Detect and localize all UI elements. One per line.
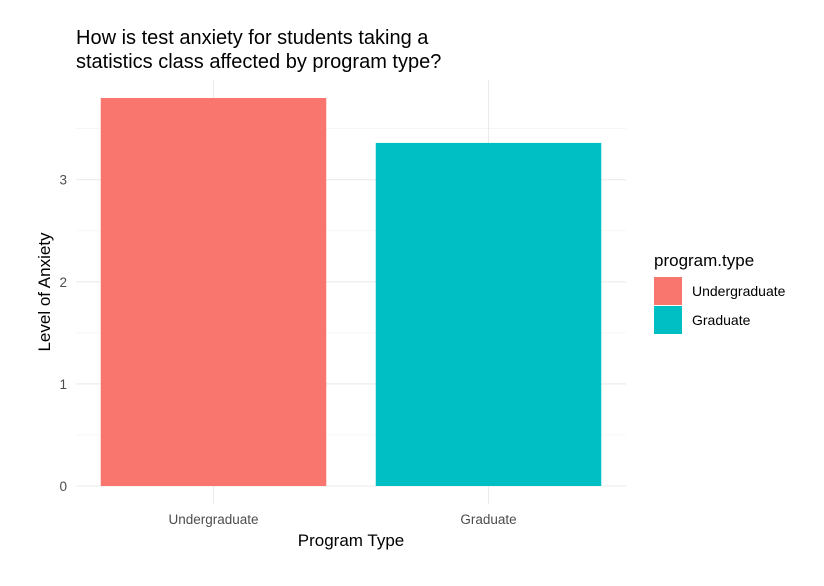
x-tick-label: Undergraduate (168, 512, 258, 527)
chart-title-line-2: statistics class affected by program typ… (76, 51, 441, 73)
legend: program.type Undergraduate Graduate (654, 251, 786, 334)
legend-title: program.type (654, 251, 754, 270)
chart-title: How is test anxiety for students taking … (76, 27, 441, 73)
legend-label-undergraduate: Undergraduate (692, 283, 786, 299)
chart-title-line-1: How is test anxiety for students taking … (76, 27, 429, 49)
x-tick-label: Graduate (460, 512, 516, 527)
bar-graduate (375, 142, 602, 486)
legend-swatch-undergraduate (654, 277, 682, 305)
y-tick-label: 1 (59, 377, 67, 392)
bars (100, 98, 602, 486)
legend-label-graduate: Graduate (692, 312, 751, 328)
legend-swatch-graduate (654, 306, 682, 334)
y-axis-tick-labels: 0 1 2 3 (59, 173, 67, 494)
y-tick-label: 2 (59, 275, 67, 290)
y-tick-label: 3 (59, 173, 67, 188)
x-axis-title: Program Type (298, 531, 404, 550)
bar-undergraduate (100, 98, 327, 486)
x-axis-tick-labels: Undergraduate Graduate (168, 512, 516, 527)
y-axis-title: Level of Anxiety (35, 232, 54, 352)
y-tick-label: 0 (59, 479, 67, 494)
